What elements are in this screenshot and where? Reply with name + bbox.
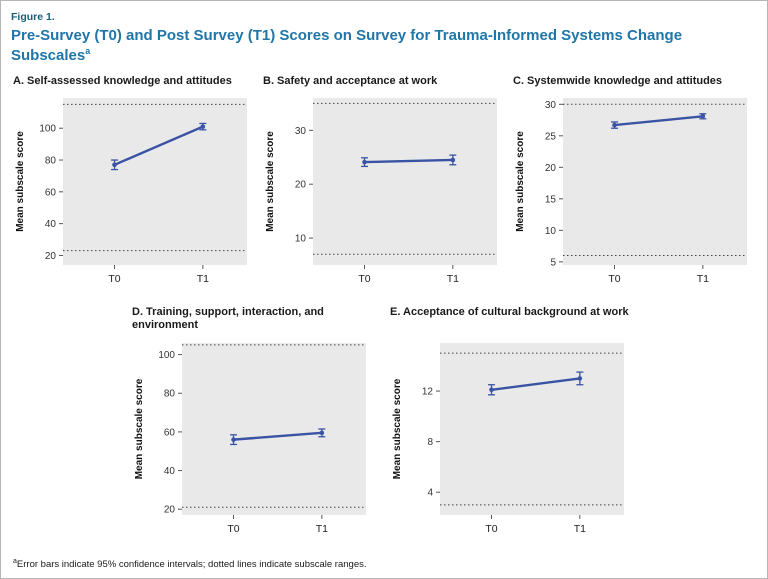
- figure-title: Pre-Survey (T0) and Post Survey (T1) Sco…: [11, 26, 711, 65]
- svg-text:T0: T0: [108, 273, 120, 285]
- svg-text:12: 12: [422, 387, 434, 398]
- svg-text:10: 10: [545, 226, 557, 237]
- panel-b-title: B. Safety and acceptance at work: [263, 75, 438, 87]
- footnote: aError bars indicate 95% confidence inte…: [13, 558, 757, 570]
- svg-text:Mean subscale score: Mean subscale score: [15, 131, 26, 232]
- svg-text:5: 5: [550, 258, 556, 269]
- svg-text:T1: T1: [697, 273, 709, 285]
- svg-text:80: 80: [164, 389, 176, 400]
- panel-c-title: C. Systemwide knowledge and attitudes: [513, 75, 723, 87]
- panel-d: D. Training, support, interaction, and e…: [130, 306, 380, 550]
- footnote-superscript: a: [13, 558, 17, 566]
- svg-text:80: 80: [45, 156, 57, 167]
- panel-e-chart: 4 8 12 T0 T1 Mean subscale score: [392, 343, 624, 535]
- svg-text:T1: T1: [447, 273, 459, 285]
- svg-text:10: 10: [295, 234, 307, 245]
- svg-text:20: 20: [295, 180, 307, 191]
- svg-text:T0: T0: [358, 273, 370, 285]
- svg-text:60: 60: [45, 188, 57, 199]
- svg-text:T0: T0: [485, 523, 497, 535]
- panel-b: B. Safety and acceptance at work 10 20 30 T…: [261, 75, 511, 300]
- figure-title-superscript: a: [85, 45, 91, 56]
- svg-text:100: 100: [39, 124, 56, 135]
- panel-d-title: D. Training, support, interaction, and e…: [132, 306, 324, 332]
- bottom-panel-row: D. Training, support, interaction, and e…: [11, 306, 757, 550]
- panel-c-chart: 5 10 15 20 25 30 T0 T1 Mean subscale score: [515, 98, 747, 285]
- panel-e-title: E. Acceptance of cultural background at …: [390, 306, 629, 319]
- svg-text:T0: T0: [608, 273, 620, 285]
- footnote-text: Error bars indicate 95% confidence inter…: [16, 559, 367, 571]
- panel-a-chart: 20 40 60 80 100 T0 T1 Mean subscale score: [15, 98, 247, 285]
- svg-text:25: 25: [545, 131, 557, 142]
- svg-text:20: 20: [545, 163, 557, 174]
- svg-text:100: 100: [158, 350, 175, 361]
- svg-text:Mean subscale score: Mean subscale score: [134, 378, 145, 479]
- svg-text:30: 30: [545, 100, 557, 111]
- svg-text:4: 4: [427, 488, 433, 499]
- svg-text:40: 40: [45, 219, 57, 230]
- svg-text:60: 60: [164, 428, 176, 439]
- svg-text:T1: T1: [316, 523, 328, 535]
- svg-text:T1: T1: [574, 523, 586, 535]
- svg-text:20: 20: [45, 251, 57, 262]
- panel-a-title: A. Self-assessed knowledge and attitudes: [13, 75, 232, 87]
- figure-title-text: Pre-Survey (T0) and Post Survey (T1) Sco…: [11, 27, 683, 64]
- panel-e: E. Acceptance of cultural background at …: [388, 306, 638, 550]
- panel-a: A. Self-assessed knowledge and attitudes…: [11, 75, 261, 300]
- panel-c: C. Systemwide knowledge and attitudes 5 1…: [511, 75, 761, 300]
- svg-text:Mean subscale score: Mean subscale score: [265, 131, 276, 232]
- panel-d-chart: 20 40 60 80 100 T0 T1 Mean subscale score: [134, 343, 366, 535]
- svg-text:8: 8: [427, 437, 433, 448]
- svg-text:15: 15: [545, 195, 557, 206]
- panel-b-chart: 10 20 30 T0 T1 Mean subscale score: [265, 98, 497, 285]
- svg-text:T1: T1: [197, 273, 209, 285]
- svg-text:Mean subscale score: Mean subscale score: [515, 131, 526, 232]
- top-panel-row: A. Self-assessed knowledge and attitudes…: [11, 75, 757, 300]
- figure-label: Figure 1.: [11, 11, 55, 23]
- svg-text:20: 20: [164, 505, 176, 516]
- svg-text:T0: T0: [227, 523, 239, 535]
- svg-text:Mean subscale score: Mean subscale score: [392, 378, 403, 479]
- svg-text:30: 30: [295, 126, 307, 137]
- svg-text:40: 40: [164, 466, 176, 477]
